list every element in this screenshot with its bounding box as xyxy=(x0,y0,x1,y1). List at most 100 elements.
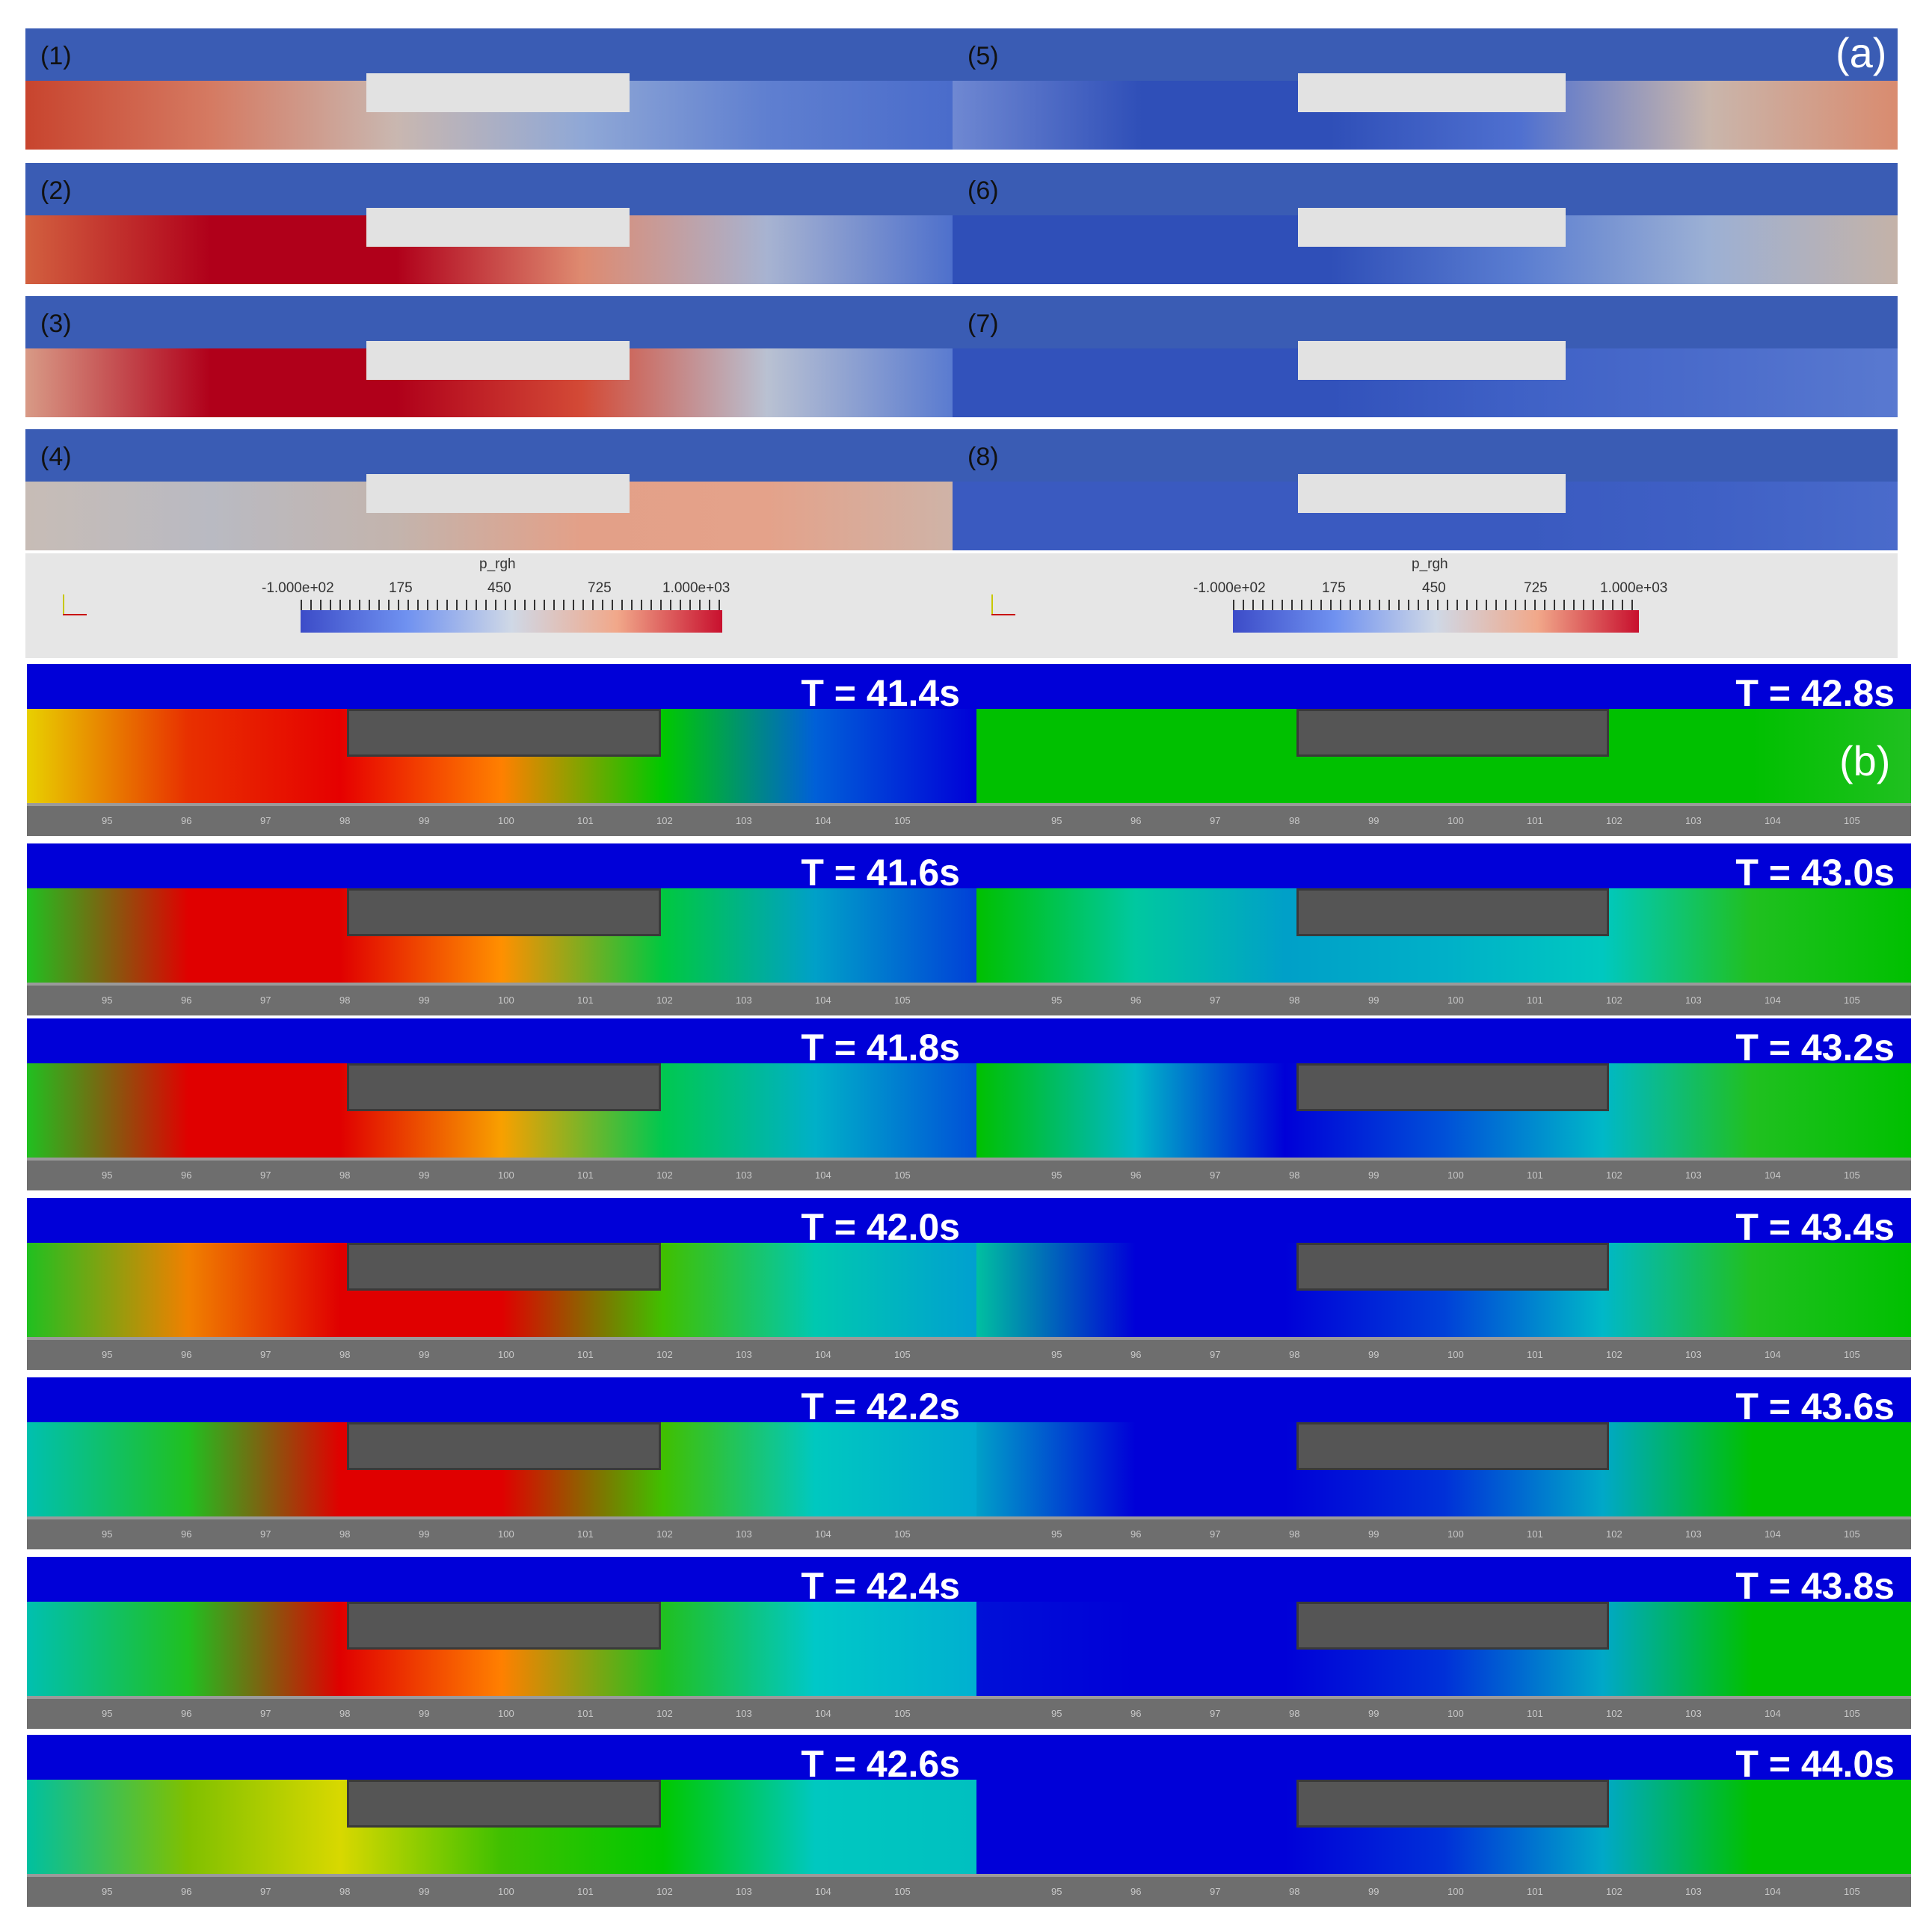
axis-tick-label: 97 xyxy=(260,1169,271,1181)
axis-triad-icon xyxy=(990,594,1015,617)
axis-tick-label: 102 xyxy=(656,815,673,826)
axis-tick-label: 103 xyxy=(1685,815,1702,826)
axis-tick-label: 104 xyxy=(815,1349,831,1360)
axis-tick-label: 96 xyxy=(181,995,192,1006)
deck-structure xyxy=(347,1063,661,1111)
time-label: T = 41.4s xyxy=(801,672,960,714)
axis-tick-label: 95 xyxy=(102,1886,113,1897)
deck-structure xyxy=(347,1602,661,1650)
axis-tick-label: 105 xyxy=(894,1169,911,1181)
axis-tick-label: 100 xyxy=(1448,1708,1464,1719)
axis-tick-label: 101 xyxy=(1527,995,1543,1006)
part-b-panel: 95 96 97 98 99 100 101 102 103 104 105 T = 42.6s xyxy=(27,1735,976,1907)
plate-structure xyxy=(1298,341,1566,380)
colorbar-tick-label: -1.000e+02 xyxy=(262,580,334,596)
part-b-panel: 95 96 97 98 99 100 101 102 103 104 105 T = 44.0s xyxy=(976,1735,1911,1907)
axis-tick-label: 99 xyxy=(1368,1169,1379,1181)
axis-tick-label: 104 xyxy=(815,1886,831,1897)
part-b-panel: 95 96 97 98 99 100 101 102 103 104 105 T = 43.2s xyxy=(976,1018,1911,1190)
axis-tick-label: 98 xyxy=(1289,1169,1300,1181)
axis-tick-label: 98 xyxy=(339,1169,351,1181)
axis-tick-label: 99 xyxy=(1368,815,1379,826)
axis-tick-label: 98 xyxy=(1289,1349,1300,1360)
axis-tick-label: 105 xyxy=(894,1708,911,1719)
ruler-floor: 95 96 97 98 99 100 101 102 103 104 105 xyxy=(27,983,976,1015)
air-region xyxy=(25,429,953,482)
colorbar xyxy=(1233,610,1639,633)
axis-tick-label: 95 xyxy=(1051,815,1062,826)
axis-tick-label: 104 xyxy=(815,995,831,1006)
axis-tick-label: 104 xyxy=(1765,995,1781,1006)
axis-tick-label: 103 xyxy=(736,1708,752,1719)
axis-tick-label: 101 xyxy=(577,815,594,826)
axis-tick-label: 103 xyxy=(1685,1349,1702,1360)
time-label: T = 42.8s xyxy=(1735,672,1895,714)
axis-tick-label: 99 xyxy=(419,1708,430,1719)
axis-tick-label: 99 xyxy=(419,995,430,1006)
axis-tick-label: 95 xyxy=(102,1169,113,1181)
axis-tick-label: 99 xyxy=(419,1886,430,1897)
axis-tick-label: 97 xyxy=(260,815,271,826)
axis-tick-label: 102 xyxy=(1606,1886,1622,1897)
axis-tick-label: 102 xyxy=(1606,1708,1622,1719)
ruler-floor: 95 96 97 98 99 100 101 102 103 104 105 xyxy=(976,1696,1911,1729)
axis-tick-label: 97 xyxy=(260,1886,271,1897)
axis-tick-label: 96 xyxy=(181,1708,192,1719)
plate-structure xyxy=(366,73,630,112)
axis-tick-label: 102 xyxy=(656,995,673,1006)
axis-tick-label: 95 xyxy=(102,1528,113,1540)
ruler-floor: 95 96 97 98 99 100 101 102 103 104 105 xyxy=(976,1516,1911,1549)
deck-structure xyxy=(347,1243,661,1291)
ruler-floor: 95 96 97 98 99 100 101 102 103 104 105 xyxy=(976,803,1911,836)
axis-tick-label: 101 xyxy=(1527,1886,1543,1897)
ruler-floor: 95 96 97 98 99 100 101 102 103 104 105 xyxy=(976,983,1911,1015)
axis-tick-label: 100 xyxy=(1448,995,1464,1006)
ruler-floor: 95 96 97 98 99 100 101 102 103 104 105 xyxy=(27,1516,976,1549)
colorbar-title: p_rgh xyxy=(1412,556,1448,572)
axis-tick-label: 101 xyxy=(1527,1169,1543,1181)
part-a-panel: (7) xyxy=(953,296,1898,417)
ruler-floor: 95 96 97 98 99 100 101 102 103 104 105 xyxy=(27,1158,976,1190)
ruler-floor: 95 96 97 98 99 100 101 102 103 104 105 xyxy=(976,1158,1911,1190)
axis-tick-label: 97 xyxy=(1210,1349,1221,1360)
axis-tick-label: 95 xyxy=(102,995,113,1006)
axis-triad-icon xyxy=(61,594,87,617)
air-region xyxy=(953,163,1898,215)
panel-label: (8) xyxy=(967,443,999,471)
axis-tick-label: 100 xyxy=(498,995,514,1006)
deck-structure xyxy=(1296,1602,1609,1650)
part-a-panel: (6) xyxy=(953,163,1898,284)
colorbar-ticks xyxy=(1233,600,1639,610)
axis-tick-label: 105 xyxy=(894,1528,911,1540)
part-a-panel: (1) xyxy=(25,28,953,150)
axis-tick-label: 105 xyxy=(1844,1708,1860,1719)
panel-label: (2) xyxy=(40,176,72,205)
axis-tick-label: 95 xyxy=(1051,1169,1062,1181)
ruler-floor: 95 96 97 98 99 100 101 102 103 104 105 xyxy=(976,1337,1911,1370)
axis-tick-label: 100 xyxy=(498,1349,514,1360)
axis-tick-label: 102 xyxy=(1606,1349,1622,1360)
part-a-panel: (3) xyxy=(25,296,953,417)
part-b-panel: 95 96 97 98 99 100 101 102 103 104 105 T = 43.6s xyxy=(976,1377,1911,1549)
time-label: T = 43.4s xyxy=(1735,1206,1895,1248)
axis-tick-label: 104 xyxy=(1765,1169,1781,1181)
axis-tick-label: 103 xyxy=(1685,995,1702,1006)
colorbar-tick-label: 725 xyxy=(1524,580,1548,596)
axis-tick-label: 98 xyxy=(339,1349,351,1360)
colorbar-tick-label: 725 xyxy=(588,580,612,596)
axis-tick-label: 99 xyxy=(1368,995,1379,1006)
axis-tick-label: 99 xyxy=(1368,1708,1379,1719)
axis-tick-label: 98 xyxy=(339,1708,351,1719)
axis-tick-label: 95 xyxy=(1051,1708,1062,1719)
axis-tick-label: 102 xyxy=(1606,995,1622,1006)
axis-tick-label: 101 xyxy=(1527,1708,1543,1719)
time-label: T = 43.6s xyxy=(1735,1386,1895,1427)
colorbar-tick-label: 450 xyxy=(487,580,511,596)
axis-tick-label: 103 xyxy=(736,1528,752,1540)
part-a-panel: (5) xyxy=(953,28,1898,150)
axis-tick-label: 102 xyxy=(656,1528,673,1540)
colorbar-ticks xyxy=(301,600,722,610)
part-b-tag: (b) xyxy=(1839,737,1891,784)
air-region xyxy=(953,296,1898,348)
axis-tick-label: 98 xyxy=(1289,995,1300,1006)
